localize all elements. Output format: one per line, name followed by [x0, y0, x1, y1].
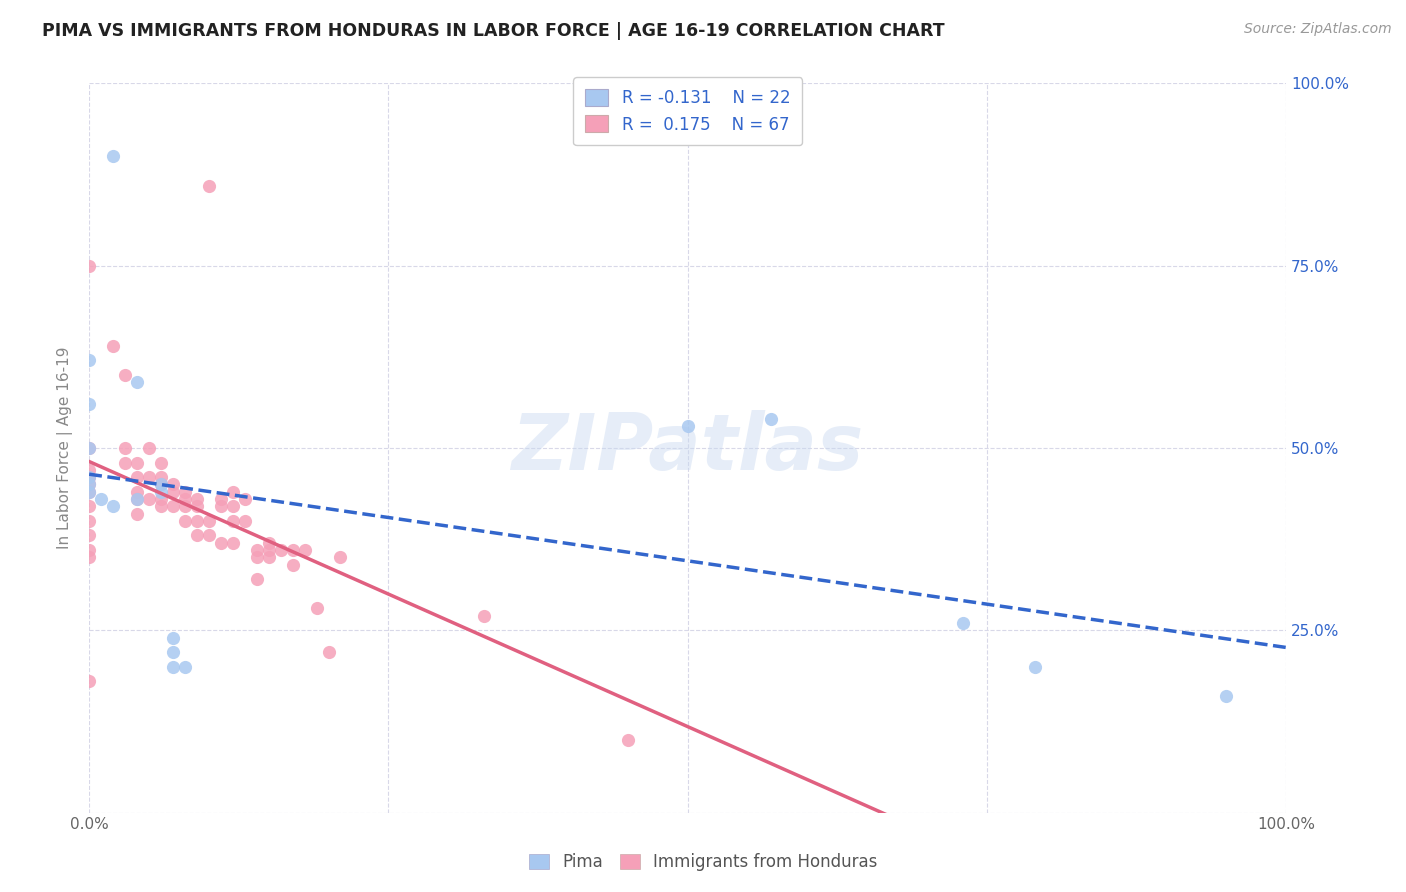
Point [222, 484, 245, 499]
Point [186, 528, 208, 542]
Point [198, 528, 221, 542]
Point [77, 441, 100, 455]
Point [233, 491, 256, 506]
Point [125, 484, 148, 499]
Point [186, 514, 208, 528]
Legend: Pima, Immigrants from Honduras: Pima, Immigrants from Honduras [520, 845, 886, 880]
Point [162, 484, 184, 499]
Point [149, 470, 172, 484]
Point [952, 615, 974, 630]
Point [761, 412, 783, 426]
Point [472, 608, 495, 623]
Point [101, 339, 124, 353]
Point [125, 491, 148, 506]
Point [305, 601, 328, 615]
Point [162, 659, 184, 673]
Point [162, 631, 184, 645]
Point [114, 368, 136, 382]
Point [257, 535, 280, 549]
Point [90, 491, 112, 506]
Legend: R = -0.131    N = 22, R =  0.175    N = 67: R = -0.131 N = 22, R = 0.175 N = 67 [574, 78, 801, 145]
Point [77, 397, 100, 411]
Point [246, 550, 269, 565]
Point [233, 514, 256, 528]
Point [149, 491, 172, 506]
Point [149, 500, 172, 514]
Point [198, 178, 221, 193]
Point [281, 543, 304, 558]
Point [209, 535, 232, 549]
Point [138, 491, 160, 506]
Point [186, 491, 208, 506]
Point [77, 484, 100, 499]
Point [77, 441, 100, 455]
Point [281, 558, 304, 572]
Point [616, 732, 638, 747]
Point [77, 259, 100, 273]
Point [270, 543, 292, 558]
Point [162, 477, 184, 491]
Point [318, 645, 340, 659]
Point [174, 484, 197, 499]
Point [77, 463, 100, 477]
Point [162, 645, 184, 659]
Point [101, 149, 124, 163]
Y-axis label: In Labor Force | Age 16-19: In Labor Force | Age 16-19 [58, 347, 73, 549]
Point [186, 500, 208, 514]
Point [174, 659, 197, 673]
Point [257, 543, 280, 558]
Point [1215, 689, 1237, 703]
Text: PIMA VS IMMIGRANTS FROM HONDURAS IN LABOR FORCE | AGE 16-19 CORRELATION CHART: PIMA VS IMMIGRANTS FROM HONDURAS IN LABO… [42, 22, 945, 40]
Point [77, 550, 100, 565]
Point [125, 507, 148, 521]
Point [246, 543, 269, 558]
Point [329, 550, 352, 565]
Point [77, 528, 100, 542]
Point [114, 456, 136, 470]
Point [174, 491, 197, 506]
Point [77, 500, 100, 514]
Text: Source: ZipAtlas.com: Source: ZipAtlas.com [1244, 22, 1392, 37]
Point [222, 500, 245, 514]
Point [125, 491, 148, 506]
Point [114, 441, 136, 455]
Point [77, 674, 100, 689]
Point [676, 419, 699, 434]
Point [125, 456, 148, 470]
Point [149, 484, 172, 499]
Point [77, 543, 100, 558]
Point [77, 477, 100, 491]
Point [174, 500, 197, 514]
Point [222, 514, 245, 528]
Text: ZIPatlas: ZIPatlas [512, 410, 863, 486]
Point [101, 500, 124, 514]
Point [138, 441, 160, 455]
Point [77, 470, 100, 484]
Point [138, 470, 160, 484]
Point [209, 491, 232, 506]
Point [209, 500, 232, 514]
Point [162, 500, 184, 514]
Point [77, 514, 100, 528]
Point [77, 477, 100, 491]
Point [149, 477, 172, 491]
Point [77, 484, 100, 499]
Point [222, 535, 245, 549]
Point [1024, 659, 1046, 673]
Point [149, 477, 172, 491]
Point [149, 456, 172, 470]
Point [257, 550, 280, 565]
Point [77, 353, 100, 368]
Point [246, 572, 269, 586]
Point [174, 514, 197, 528]
Point [77, 470, 100, 484]
Point [125, 470, 148, 484]
Point [294, 543, 316, 558]
Point [198, 514, 221, 528]
Point [125, 376, 148, 390]
